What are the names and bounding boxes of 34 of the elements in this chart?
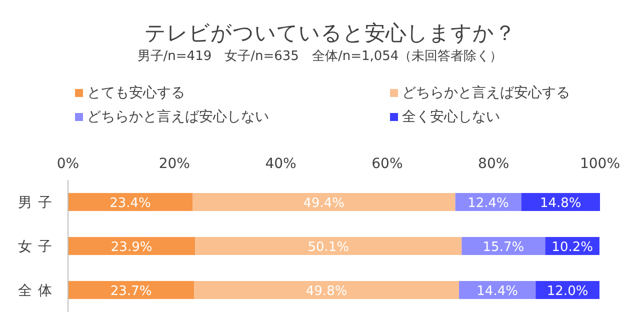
data-label: 23.9%: [110, 240, 152, 255]
bar: [68, 237, 196, 255]
x-tick-label: 40%: [265, 156, 296, 172]
bar: [192, 193, 456, 211]
legend-label: どちらかと言えば安心する: [402, 85, 570, 101]
data-label: 12.4%: [468, 196, 509, 211]
bar: [195, 237, 462, 255]
data-label: 49.8%: [306, 284, 348, 299]
data-label: 10.2%: [552, 240, 593, 255]
legend-label: とても安心する: [87, 85, 185, 101]
legend-label: どちらかと言えば安心しない: [87, 109, 269, 125]
x-tick-label: 20%: [158, 156, 190, 172]
x-tick-label: 0%: [56, 156, 80, 172]
bar: [194, 281, 460, 299]
data-label: 14.4%: [476, 284, 518, 299]
chart-subtitle: 男子/n=419 女子/n=635 全体/n=1,054（未回答者除く）: [137, 49, 503, 64]
x-tick-label: 80%: [478, 156, 510, 172]
data-label: 14.8%: [540, 196, 582, 211]
x-tick-label: 100%: [580, 156, 620, 172]
bar: [462, 237, 546, 255]
bar: [68, 193, 192, 211]
data-label: 49.4%: [303, 196, 345, 211]
y-tick-label: 全体: [18, 283, 58, 299]
y-tick-label: 男子: [18, 195, 58, 211]
y-tick-label: 女子: [18, 239, 58, 255]
bar: [68, 281, 194, 299]
chart-title: テレビがついていると安心しますか？: [144, 21, 516, 45]
data-label: 15.7%: [482, 240, 524, 255]
data-label: 23.4%: [110, 196, 151, 211]
legend-label: 全く安心しない: [402, 109, 500, 125]
data-label: 50.1%: [308, 240, 350, 255]
data-label: 23.7%: [110, 284, 152, 299]
data-label: 12.0%: [546, 284, 588, 299]
x-tick-label: 60%: [372, 156, 403, 172]
